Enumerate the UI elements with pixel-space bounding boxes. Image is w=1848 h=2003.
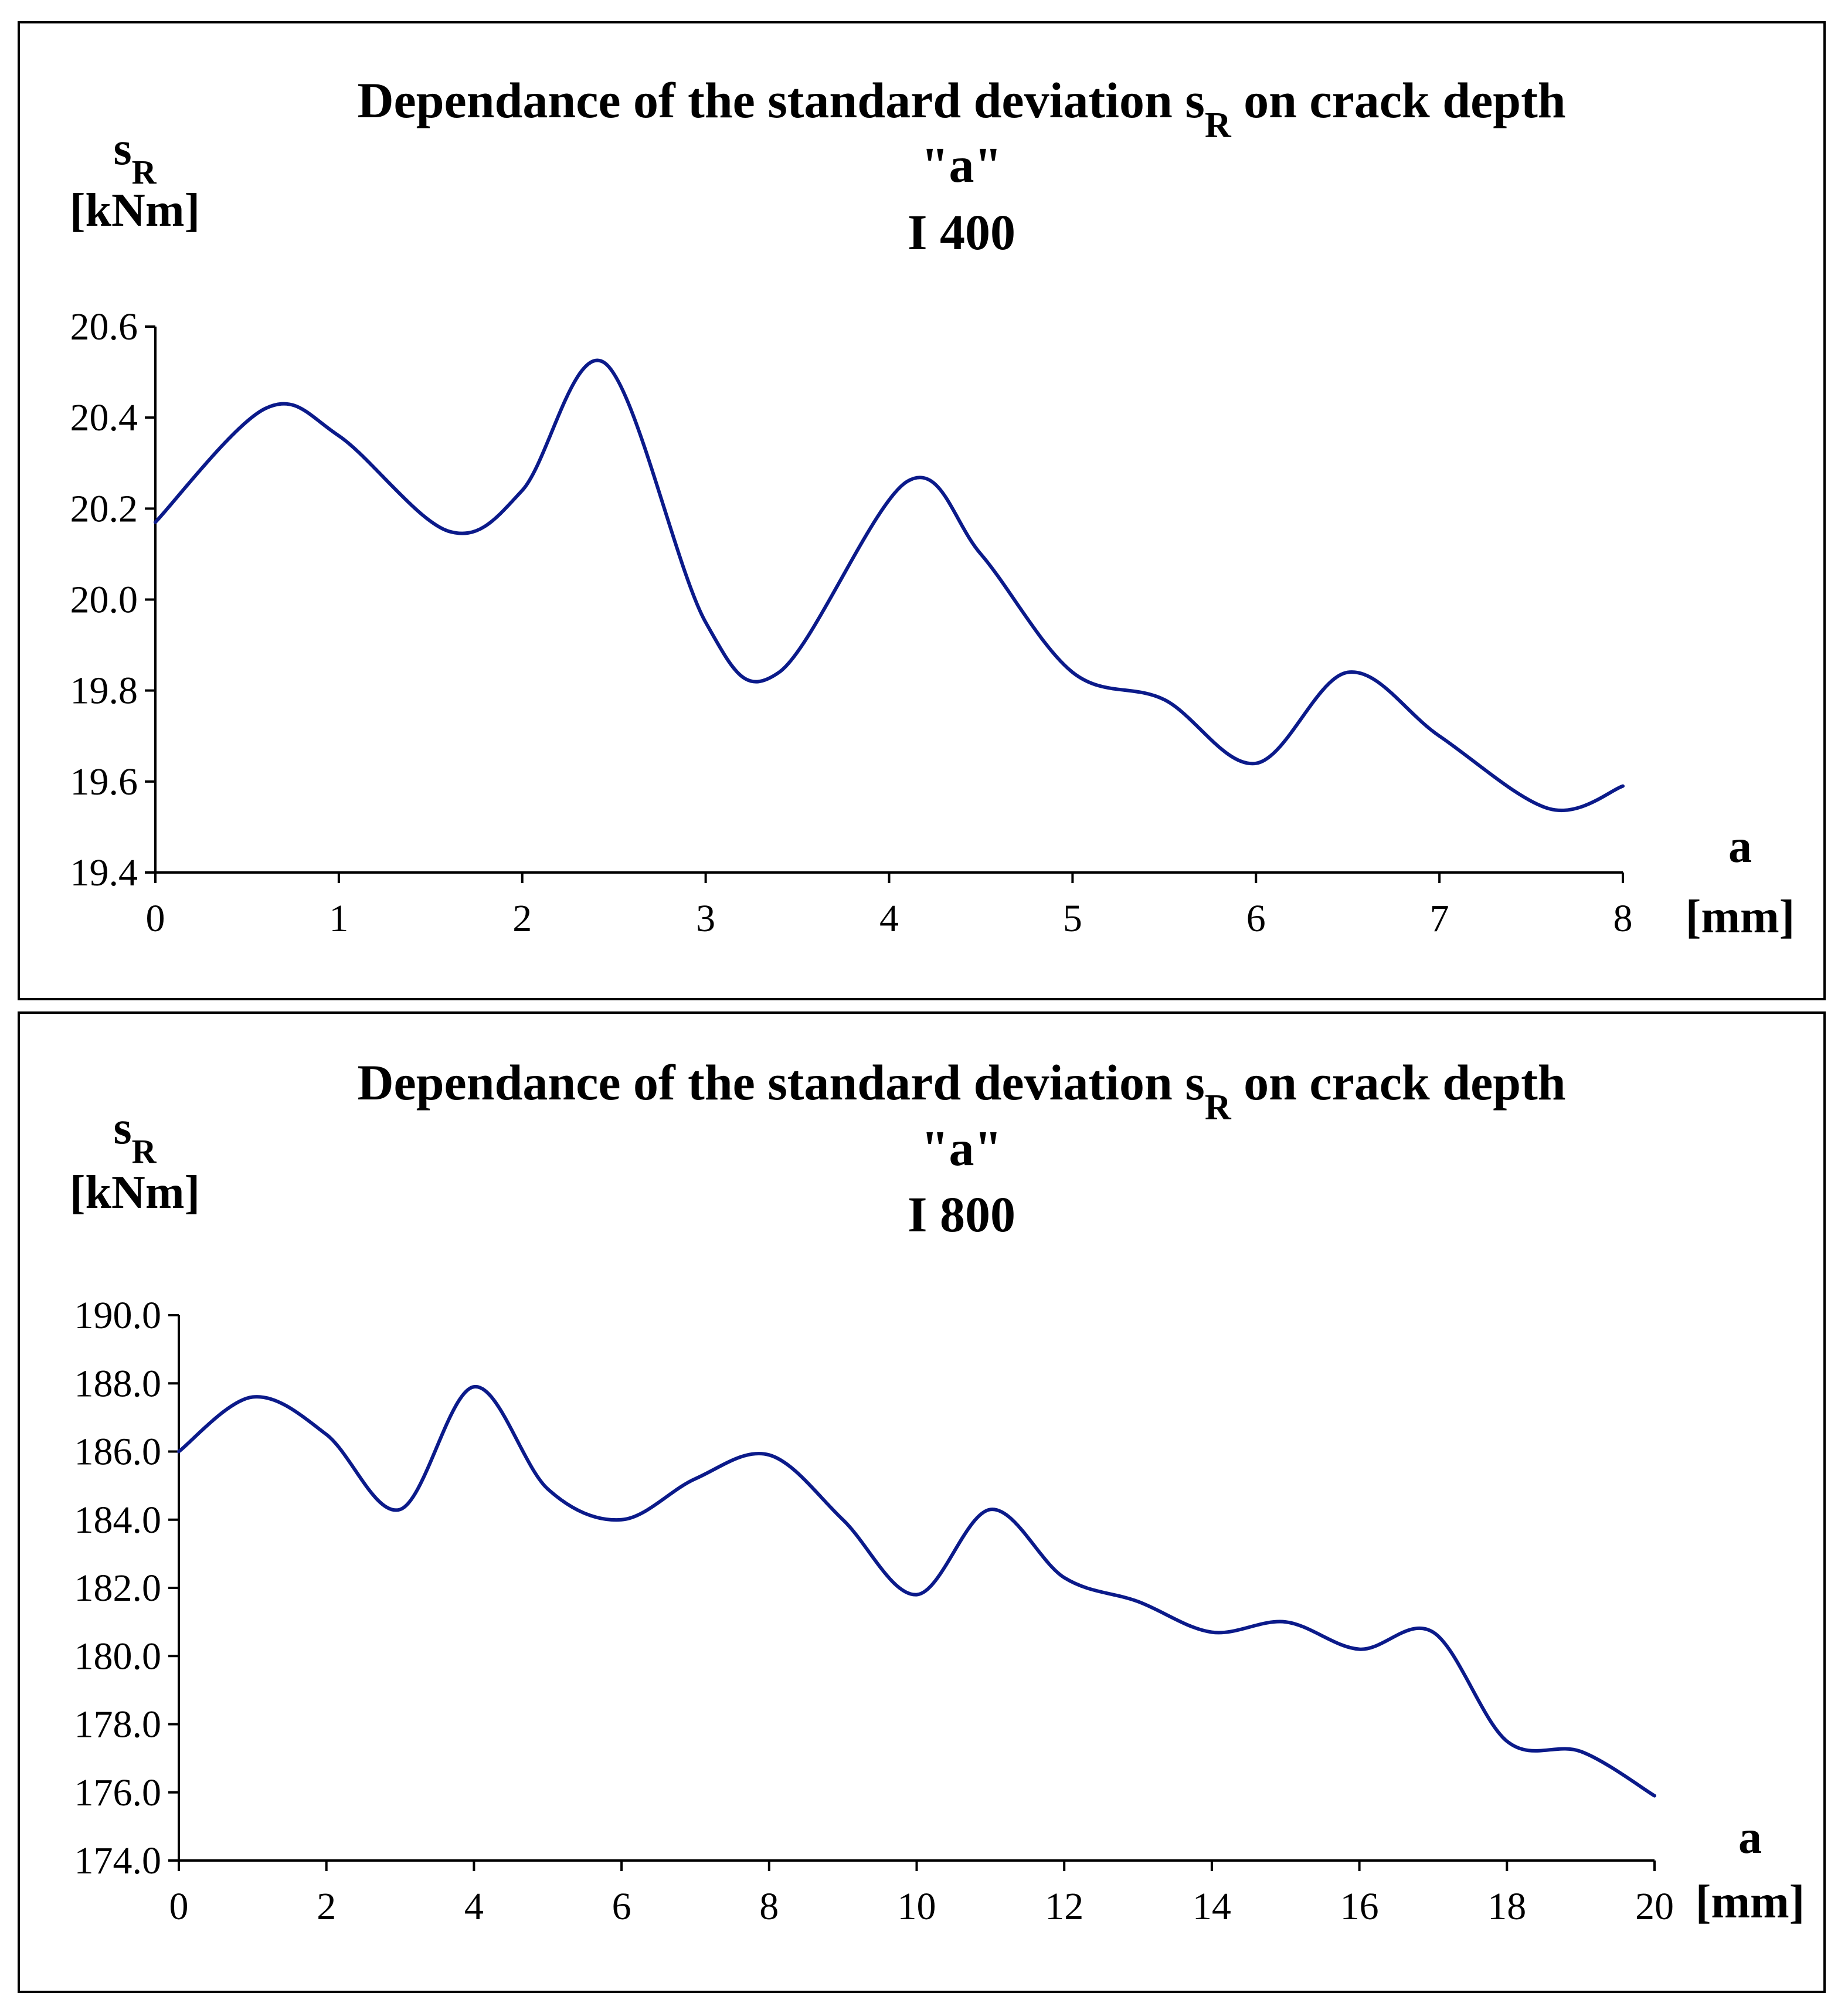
x-axis-label: a (1728, 821, 1752, 873)
x-tick-label: 6 (1246, 897, 1266, 940)
series-line-i-400 (154, 358, 1625, 813)
chart-title-line-3: I 400 (908, 204, 1015, 260)
chart-frame (18, 1011, 1826, 1993)
y-tick-label: 190.0 (74, 1294, 162, 1337)
y-tick-label: 20.6 (70, 305, 138, 348)
x-tick-label: 14 (1193, 1885, 1231, 1928)
y-tick-label: 174.0 (74, 1839, 162, 1882)
y-axis-label: sR (113, 1102, 157, 1170)
y-tick-label: 182.0 (74, 1567, 162, 1610)
x-tick-label: 3 (696, 897, 715, 940)
chart-title-line-2: "a" (921, 1120, 1003, 1176)
y-tick-label: 186.0 (74, 1431, 162, 1474)
x-tick-label: 7 (1430, 897, 1449, 940)
y-tick-label: 19.8 (70, 670, 138, 712)
x-tick-label: 2 (512, 897, 532, 940)
x-tick-label: 8 (759, 1885, 779, 1928)
plot-area: 19.4 19.6 19.8 20.0 20.2 20.4 20.6 0 1 2 3 4 5 6 7 8 (70, 305, 1633, 940)
x-tick-label: 0 (169, 1885, 189, 1928)
y-axis-unit: [kNm] (70, 185, 200, 236)
y-tick-label: 20.4 (70, 396, 138, 439)
y-tick-label: 178.0 (74, 1703, 162, 1746)
y-tick-label: 176.0 (74, 1771, 162, 1814)
y-tick-label: 184.0 (74, 1499, 162, 1542)
x-tick-label: 18 (1487, 1885, 1526, 1928)
x-tick-label: 6 (612, 1885, 631, 1928)
y-tick-label: 19.4 (70, 851, 138, 894)
x-tick-label: 16 (1340, 1885, 1379, 1928)
x-axis-unit: [mm] (1686, 891, 1795, 943)
x-tick-label: 12 (1045, 1885, 1083, 1928)
y-tick-label: 180.0 (74, 1635, 162, 1678)
chart-title-line-1: Dependance of the standard deviation sR … (357, 72, 1565, 145)
y-tick-label: 20.0 (70, 579, 138, 622)
x-tick-label: 0 (146, 897, 165, 940)
y-tick-label: 20.2 (70, 487, 138, 530)
x-tick-label: 10 (898, 1885, 936, 1928)
chart-frame (18, 21, 1826, 1000)
y-axis-unit: [kNm] (70, 1167, 200, 1218)
y-axis-label: sR (113, 123, 157, 191)
y-tick-label: 188.0 (74, 1362, 162, 1405)
series-line-i-800 (177, 1385, 1656, 1798)
x-tick-label: 4 (464, 1885, 484, 1928)
x-axis-label: a (1738, 1812, 1762, 1863)
plot-area: 174.0 176.0 178.0 180.0 182.0 184.0 186.0 188.0… (74, 1294, 1674, 1928)
chart-panel-i400: Dependance of the standard deviation sR … (18, 21, 1826, 1000)
chart-title-line-2: "a" (921, 137, 1003, 193)
x-tick-label: 5 (1063, 897, 1082, 940)
x-axis-unit: [mm] (1696, 1876, 1805, 1928)
chart-svg-i400: Dependance of the standard deviation sR … (18, 21, 1826, 1000)
chart-svg-i800: Dependance of the standard deviation sR … (18, 1011, 1826, 1993)
chart-title-line-3: I 800 (908, 1186, 1015, 1242)
x-tick-label: 8 (1613, 897, 1633, 940)
x-tick-label: 2 (317, 1885, 336, 1928)
y-tick-label: 19.6 (70, 761, 138, 803)
x-tick-label: 4 (879, 897, 899, 940)
x-tick-label: 20 (1635, 1885, 1674, 1928)
chart-title-line-1: Dependance of the standard deviation sR … (357, 1054, 1565, 1128)
x-tick-label: 1 (329, 897, 348, 940)
chart-panel-i800: Dependance of the standard deviation sR … (0, 1006, 1848, 2003)
